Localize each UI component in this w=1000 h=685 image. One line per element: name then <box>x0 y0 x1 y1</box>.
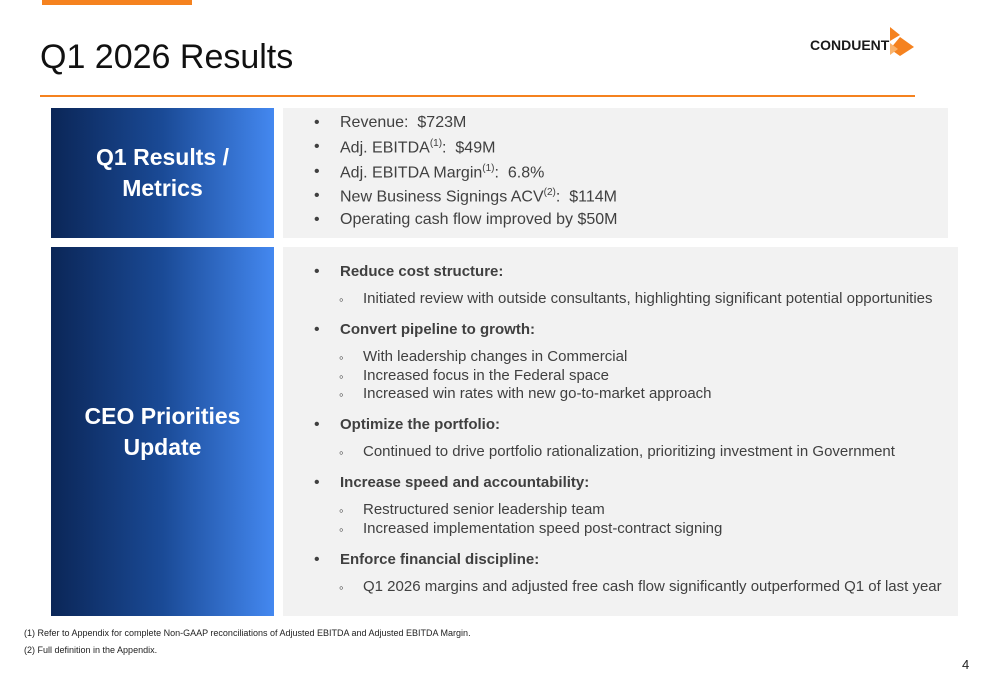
priority-detail: Initiated review with outside consultant… <box>363 290 933 307</box>
bullet: • <box>314 263 320 280</box>
divider <box>40 95 915 97</box>
bullet: • <box>314 211 320 229</box>
metric-separator: : <box>555 188 561 206</box>
priority-title: Increase speed and accountability: <box>340 474 590 491</box>
metric-item: Adj. EBITDA(1): $49M <box>340 138 495 157</box>
page-number: 4 <box>962 657 970 672</box>
footnote-ref: (1) <box>482 162 495 174</box>
logo-icon <box>890 27 914 56</box>
priority-title: Optimize the portfolio: <box>340 416 500 433</box>
metric-separator: : <box>494 163 499 181</box>
metric-value: 6.8% <box>507 163 545 181</box>
bullet: ◦ <box>339 503 344 518</box>
bullet: • <box>314 138 320 156</box>
metric-value: $723M <box>417 114 467 131</box>
bullet: ◦ <box>339 445 344 460</box>
accent-bar <box>42 0 192 5</box>
metric-value: $49M <box>455 139 496 157</box>
footnote: (1) Refer to Appendix for complete Non-G… <box>24 628 471 638</box>
metric-label: Revenue: <box>340 114 409 131</box>
footnote-ref: (2) <box>543 186 556 198</box>
priority-detail: Q1 2026 margins and adjusted free cash f… <box>363 577 942 595</box>
bullet: ◦ <box>339 521 344 537</box>
priority-detail: Increased win rates with new go-to-marke… <box>363 385 712 402</box>
priority-detail: Increased implementation speed post-cont… <box>363 519 723 537</box>
priority-title: Enforce financial discipline: <box>340 550 540 568</box>
priorities-box <box>283 247 958 616</box>
bullet: • <box>314 550 320 568</box>
priority-detail: Increased focus in the Federal space <box>363 366 609 384</box>
metrics-heading: Q1 Results / Metrics <box>96 144 229 201</box>
bullet: ◦ <box>339 368 344 384</box>
metrics-panel: Q1 Results / Metrics <box>51 108 274 238</box>
priority-detail: Continued to drive portfolio rationaliza… <box>363 443 895 460</box>
footnote-ref: (1) <box>429 138 443 150</box>
bullet: • <box>314 162 320 180</box>
metrics-box <box>283 108 948 238</box>
metric-label: Operating cash flow improved by $50M <box>340 211 618 229</box>
bullet: ◦ <box>339 579 344 595</box>
priorities-panel: CEO Priorities Update <box>51 247 274 616</box>
bullet: ◦ <box>339 292 344 307</box>
metric-label: New Business Signings ACV <box>340 188 544 206</box>
bullet: • <box>314 186 320 204</box>
priority-detail: With leadership changes in Commercial <box>363 348 628 365</box>
logo-text: CONDUENT <box>810 37 890 53</box>
footnote: (2) Full definition in the Appendix. <box>24 645 158 655</box>
title: Q1 2026 Results <box>40 38 294 76</box>
metric-separator: : <box>442 139 447 157</box>
metric-value: $114M <box>569 188 617 206</box>
bullet: ◦ <box>339 387 344 402</box>
priority-title: Convert pipeline to growth: <box>340 321 535 338</box>
priority-detail: Restructured senior leadership team <box>363 501 605 518</box>
metric-label: Adj. EBITDA Margin <box>340 163 483 181</box>
metric-item: New Business Signings ACV(2): $114M <box>340 187 617 206</box>
bullet: • <box>314 321 320 338</box>
metric-label: Adj. EBITDA <box>340 139 430 157</box>
bullet: ◦ <box>339 350 344 365</box>
bullet: • <box>314 114 320 131</box>
metric-item: Adj. EBITDA Margin(1): 6.8% <box>340 163 544 182</box>
bullet: • <box>314 416 320 433</box>
priority-title: Reduce cost structure: <box>340 263 504 280</box>
metric-item: Revenue: $723M <box>340 114 466 132</box>
metric-item: Operating cash flow improved by $50M <box>340 211 617 229</box>
bullet: • <box>314 474 320 491</box>
priorities-heading: CEO Priorities Update <box>84 402 241 460</box>
